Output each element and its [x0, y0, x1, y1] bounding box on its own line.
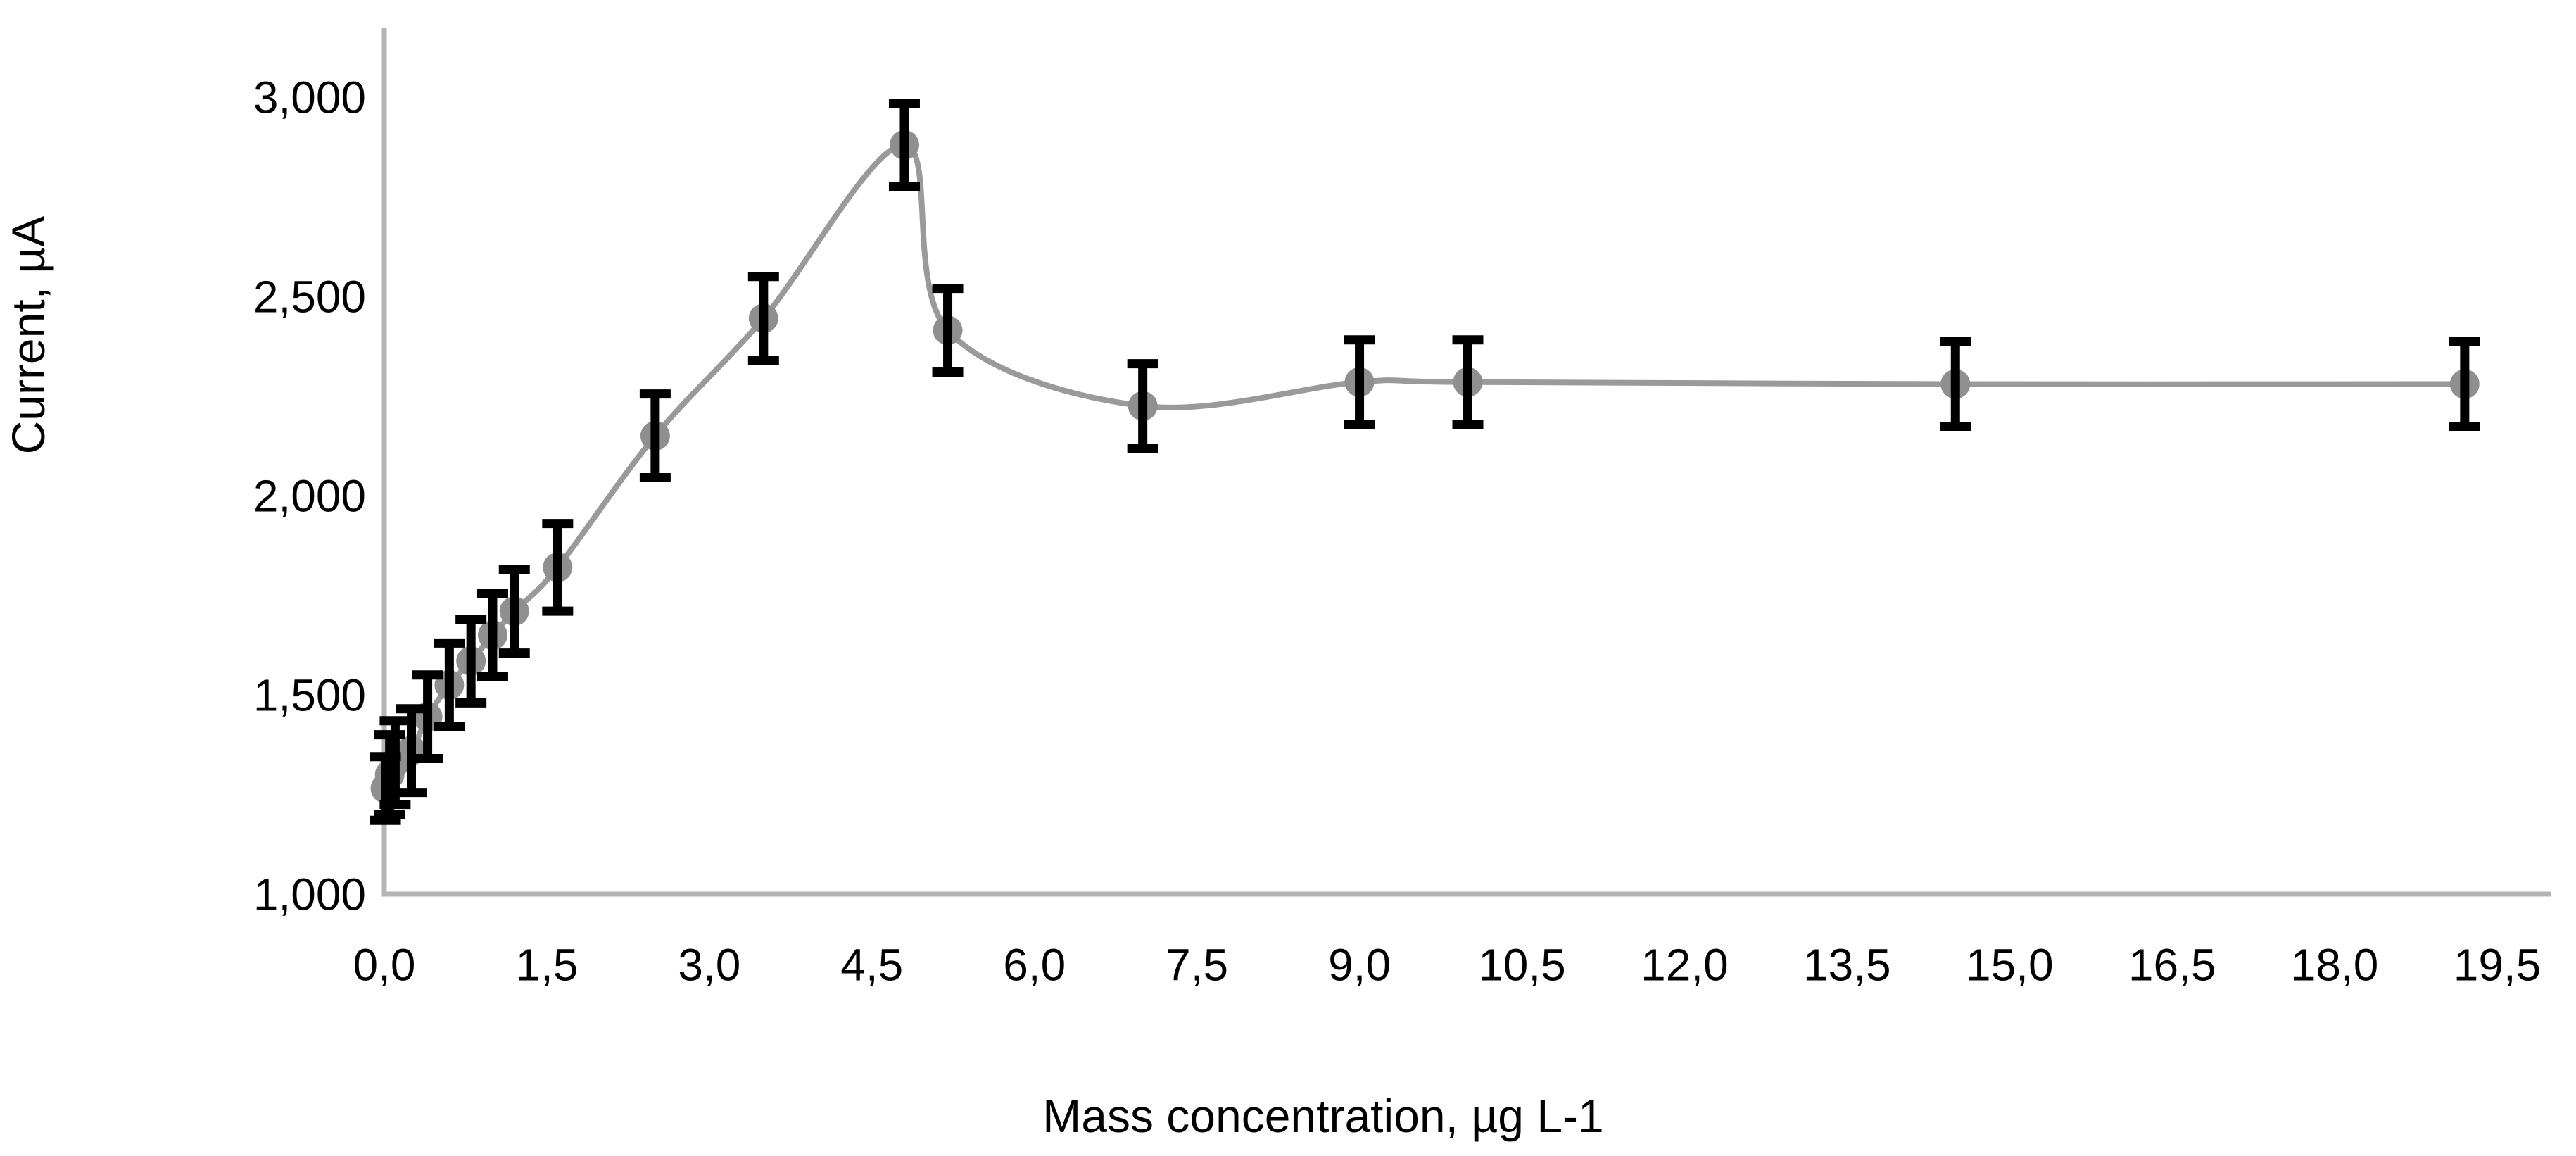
- x-tick-label: 15,0: [1966, 939, 2054, 990]
- x-tick-label: 13,5: [1803, 939, 1891, 990]
- y-tick-label: 2,500: [253, 271, 366, 322]
- y-axis-title: Current, µA: [2, 215, 54, 455]
- x-tick-label: 9,0: [1328, 939, 1391, 990]
- x-tick-label: 1,5: [515, 939, 578, 990]
- y-tick-label: 2,000: [253, 470, 366, 521]
- x-tick-label: 7,5: [1166, 939, 1228, 990]
- x-tick-label: 6,0: [1003, 939, 1066, 990]
- x-tick-label: 10,5: [1478, 939, 1566, 990]
- x-tick-label: 12,0: [1641, 939, 1729, 990]
- y-tick-label: 1,500: [253, 670, 366, 720]
- axis-line: [381, 28, 2551, 897]
- x-tick-label: 16,5: [2128, 939, 2216, 990]
- x-tick-label: 18,0: [2291, 939, 2379, 990]
- x-tick-label: 4,5: [840, 939, 903, 990]
- y-tick-label: 3,000: [253, 72, 366, 122]
- x-tick-label: 3,0: [678, 939, 740, 990]
- y-tick-label: 1,000: [253, 869, 366, 919]
- x-axis-title: Mass concentration, µg L-1: [1042, 1090, 1604, 1142]
- x-tick-label: 0,0: [353, 939, 416, 990]
- x-tick-label: 19,5: [2454, 939, 2542, 990]
- series-line: [382, 142, 2465, 790]
